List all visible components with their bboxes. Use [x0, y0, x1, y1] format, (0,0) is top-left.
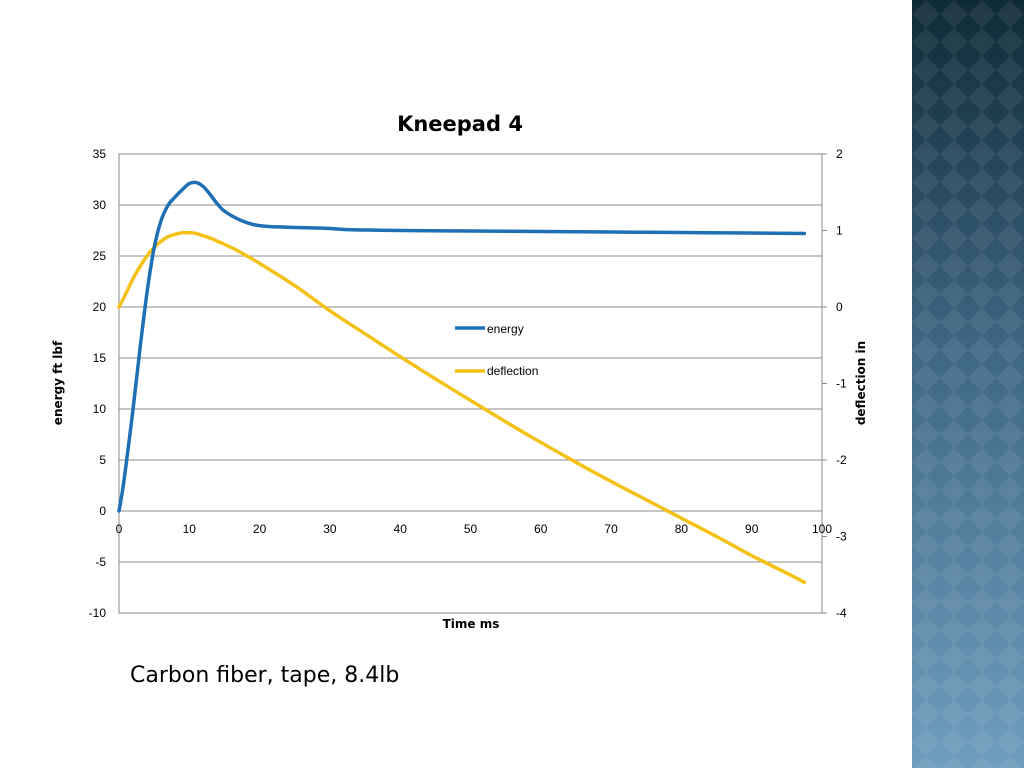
x-tick-label: 60	[534, 522, 548, 536]
series-line-deflection	[117, 230, 807, 585]
y-tick-label: 10	[93, 402, 107, 416]
x-axis-title: Time ms	[443, 617, 500, 631]
y2-tick-label: 0	[836, 300, 843, 314]
y-tick-label: -5	[95, 555, 106, 569]
y2-tick-label: 2	[836, 147, 843, 161]
x-tick-label: 100	[812, 522, 832, 536]
side-panel-decoration	[912, 0, 1024, 768]
x-tick-label: 10	[183, 522, 197, 536]
y2-tick-label: -3	[836, 530, 847, 544]
y-tick-label: -10	[89, 606, 107, 620]
y2-tick-label: -1	[836, 377, 847, 391]
x-tick-label: 50	[464, 522, 478, 536]
legend-label-energy: energy	[487, 322, 524, 336]
x-tick-label: 30	[323, 522, 337, 536]
x-tick-label: 40	[394, 522, 408, 536]
x-tick-label: 80	[675, 522, 689, 536]
y-tick-label: 35	[93, 147, 107, 161]
x-axis-ticks: 0 10 20 30 40 50 60 70 80 90 100	[116, 522, 833, 536]
y-tick-label: 20	[93, 300, 107, 314]
y2-tick-label: -2	[836, 453, 847, 467]
y-tick-label: 30	[93, 198, 107, 212]
y-tick-label: 0	[99, 504, 106, 518]
y-tick-label: 25	[93, 249, 107, 263]
series-lines	[117, 180, 807, 585]
y2-axis-title: deflection in	[854, 341, 868, 425]
x-tick-label: 0	[116, 522, 123, 536]
legend-label-deflection: deflection	[487, 364, 538, 378]
slide-caption: Carbon fiber, tape, 8.4lb	[130, 663, 400, 688]
y2-tick-label: 1	[836, 224, 843, 238]
y-tick-label: 5	[99, 453, 106, 467]
y2-tick-label: -4	[836, 606, 847, 620]
diamond-pattern	[912, 0, 1024, 768]
y-tick-label: 15	[93, 351, 107, 365]
grid-lines	[119, 153, 822, 614]
legend: energy deflection	[455, 322, 538, 378]
right-axis-ticks: 2 1 0 -1 -2 -3 -4	[822, 147, 847, 620]
series-line-energy	[117, 180, 807, 513]
plot-area-border	[118, 153, 823, 614]
x-tick-label: 20	[253, 522, 267, 536]
y-axis-title: energy ft lbf	[51, 340, 65, 425]
x-tick-label: 90	[745, 522, 759, 536]
left-axis-ticks: 35 30 25 20 15 10 5 0 -5 -10	[89, 147, 107, 620]
x-tick-label: 70	[604, 522, 618, 536]
chart-title: Kneepad 4	[397, 112, 523, 136]
